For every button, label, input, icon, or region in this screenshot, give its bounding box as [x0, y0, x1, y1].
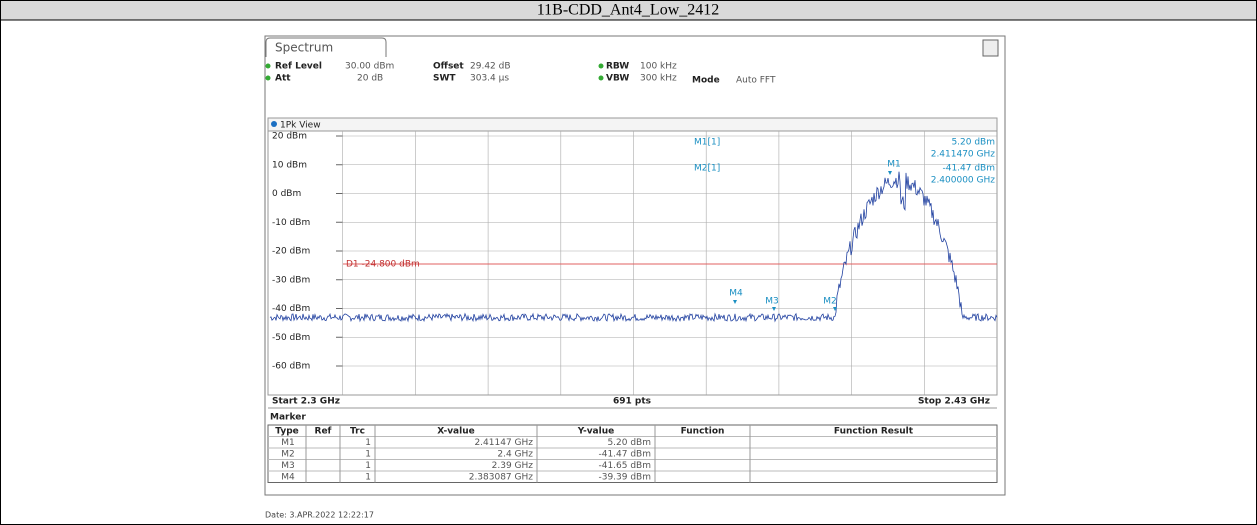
column-header: Y-value — [577, 426, 614, 436]
readout: M1[1] 5.20 dBm 2.411470 GHz M2[1] -41.47 dBm… — [694, 138, 995, 186]
view-label: 1Pk View — [280, 121, 321, 131]
readout-freq: 2.400000 GHz — [931, 176, 996, 186]
marker-tag: M4 — [729, 289, 743, 299]
y-label: 0 dBm — [272, 189, 301, 199]
cell: 1 — [365, 461, 371, 471]
cell: 2.39 GHz — [492, 461, 534, 471]
cell: 1 — [365, 438, 371, 448]
marker — [833, 307, 837, 311]
column-header: Type — [275, 426, 298, 436]
trace — [269, 171, 998, 323]
table-frame — [267, 424, 998, 483]
readout-level: 5.20 dBm — [951, 138, 995, 148]
cell: -41.65 dBm — [598, 461, 651, 471]
y-label: -20 dBm — [272, 247, 310, 257]
setting-label: SWT — [433, 74, 456, 84]
setting-value: 303.4 µs — [470, 74, 509, 84]
start-label: Start 2.3 GHz — [272, 397, 340, 407]
y-label: 20 dBm — [272, 132, 307, 142]
column-header: Trc — [350, 426, 365, 436]
setting-value: 20 dB — [357, 74, 383, 84]
status-dot — [598, 75, 604, 81]
marker-table: Type Ref Trc X-value Y-value Function Function… — [267, 424, 998, 483]
cell: 1 — [365, 472, 371, 482]
setting-label: VBW — [606, 74, 629, 84]
setting-label: Att — [275, 74, 291, 84]
setting-value: 300 kHz — [640, 74, 677, 84]
cell: -41.47 dBm — [598, 449, 651, 459]
plot-frame — [267, 130, 998, 396]
cell: M2 — [281, 449, 295, 459]
settings: Ref Level 30.00 dBm Att 20 dB Offset 29.42 dB… — [265, 62, 776, 86]
cell: M4 — [281, 472, 295, 482]
setting-value: 100 kHz — [640, 62, 677, 72]
setting-label: Offset — [433, 62, 464, 72]
setting-value: 30.00 dBm — [345, 62, 394, 72]
y-label: -10 dBm — [272, 218, 310, 228]
y-label: -30 dBm — [272, 275, 310, 285]
header-title: 11B-CDD_Ant4_Low_2412 — [537, 2, 720, 19]
setting-label: Mode — [692, 76, 720, 86]
readout-name: M2[1] — [694, 164, 720, 174]
tab — [265, 37, 387, 57]
points-label: 691 pts — [613, 397, 651, 407]
marker — [772, 307, 776, 311]
marker-title: Marker — [270, 413, 306, 423]
column-header: Function Result — [834, 426, 914, 436]
column-header: Function — [681, 426, 725, 436]
readout-level: -41.47 dBm — [942, 164, 995, 174]
icon — [982, 39, 999, 57]
display-line-label: D1 -24.800 dBm — [346, 260, 420, 270]
date: Date: 3.APR.2022 12:22:17 — [265, 511, 374, 520]
cell: 2.41147 GHz — [474, 438, 533, 448]
readout-freq: 2.411470 GHz — [931, 150, 996, 160]
marker-tag: M1 — [887, 160, 901, 170]
cell: 5.20 dBm — [607, 438, 651, 448]
y-label: 10 dBm — [272, 160, 307, 170]
status-dot — [598, 63, 604, 69]
header-bg — [1, 1, 1256, 20]
y-label: -50 dBm — [272, 333, 310, 343]
readout-name: M1[1] — [694, 138, 720, 148]
column-header: Ref — [315, 426, 332, 436]
cell: 2.383087 GHz — [469, 472, 534, 482]
marker — [888, 171, 892, 175]
view-dot — [271, 121, 277, 127]
column-header: X-value — [437, 426, 474, 436]
y-label: -60 dBm — [272, 362, 310, 372]
setting-label: RBW — [606, 62, 629, 72]
cell: M3 — [281, 461, 295, 471]
grid: 20 dBm 10 dBm 0 dBm -10 dBm -20 dBm -30 dBm -4… — [272, 131, 997, 395]
setting-value: Auto FFT — [736, 76, 776, 86]
stop-label: Stop 2.43 GHz — [918, 397, 990, 407]
setting-value: 29.42 dB — [470, 62, 511, 72]
setting-label: Ref Level — [275, 62, 322, 72]
tab-label: Spectrum — [275, 41, 333, 55]
cell: 2.4 GHz — [497, 449, 533, 459]
y-label: -40 dBm — [272, 304, 310, 314]
marker — [733, 300, 737, 304]
cell: 1 — [365, 449, 371, 459]
cell: -39.39 dBm — [598, 472, 651, 482]
view-bar — [267, 117, 998, 132]
marker-tag: M2 — [823, 297, 837, 307]
status-dot — [265, 75, 271, 81]
cell: M1 — [281, 438, 295, 448]
marker-tag: M3 — [765, 297, 779, 307]
status-dot — [265, 63, 271, 69]
markers: M1 M2 M3 M4 — [729, 160, 901, 311]
